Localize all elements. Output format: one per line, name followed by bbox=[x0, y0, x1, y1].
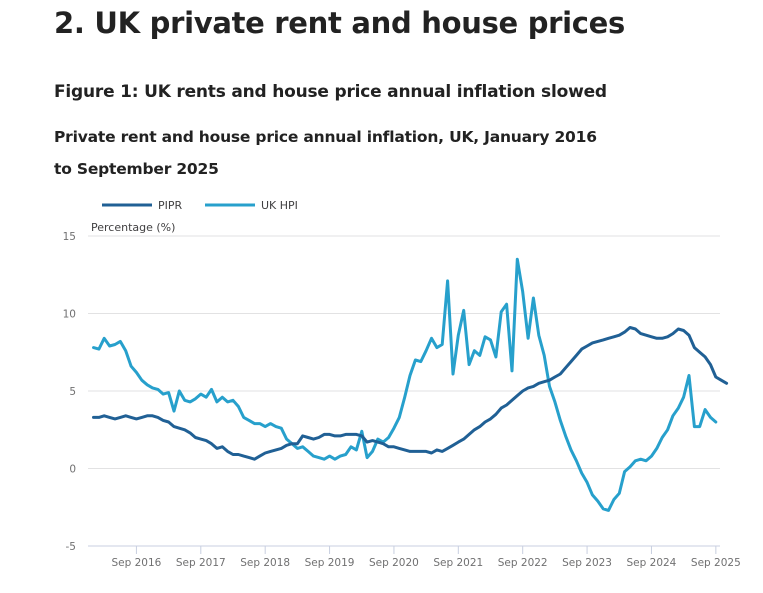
y-tick-label: 0 bbox=[69, 464, 76, 476]
x-tick-label: Sep 2017 bbox=[176, 557, 226, 569]
legend-label-uk-hpi: UK HPI bbox=[261, 199, 298, 212]
y-axis-title: Percentage (%) bbox=[91, 221, 175, 234]
x-tick-label: Sep 2016 bbox=[111, 557, 161, 569]
x-tick-label: Sep 2025 bbox=[691, 557, 741, 569]
section-heading: 2. UK private rent and house prices bbox=[54, 6, 626, 40]
x-tick-label: Sep 2024 bbox=[627, 557, 677, 569]
x-tick-label: Sep 2018 bbox=[240, 557, 290, 569]
y-tick-label: 5 bbox=[69, 386, 76, 398]
x-tick-label: Sep 2021 bbox=[433, 557, 483, 569]
figure-subtitle: Private rent and house price annual infl… bbox=[54, 128, 597, 178]
x-tick-label: Sep 2022 bbox=[498, 557, 548, 569]
gridlines bbox=[88, 235, 720, 547]
y-tick-label: 15 bbox=[63, 231, 76, 243]
x-tick-label: Sep 2020 bbox=[369, 557, 419, 569]
y-tick-label: -5 bbox=[66, 541, 76, 553]
figure-title: Figure 1: UK rents and house price annua… bbox=[54, 82, 607, 102]
series-line-uk-hpi bbox=[92, 257, 718, 512]
x-tick-label: Sep 2019 bbox=[305, 557, 355, 569]
series-line-pipr bbox=[92, 326, 729, 461]
y-axis-ticks: 15 10 5 0 -5 bbox=[63, 231, 76, 553]
legend-label-pipr: PIPR bbox=[158, 199, 183, 212]
series-lines bbox=[92, 257, 729, 512]
x-tick-label: Sep 2023 bbox=[562, 557, 612, 569]
chart-legend: PIPR UK HPI bbox=[102, 199, 298, 212]
x-axis: Sep 2016 Sep 2017 Sep 2018 Sep 2019 Sep 2020… bbox=[111, 546, 741, 569]
y-tick-label: 10 bbox=[63, 309, 76, 321]
